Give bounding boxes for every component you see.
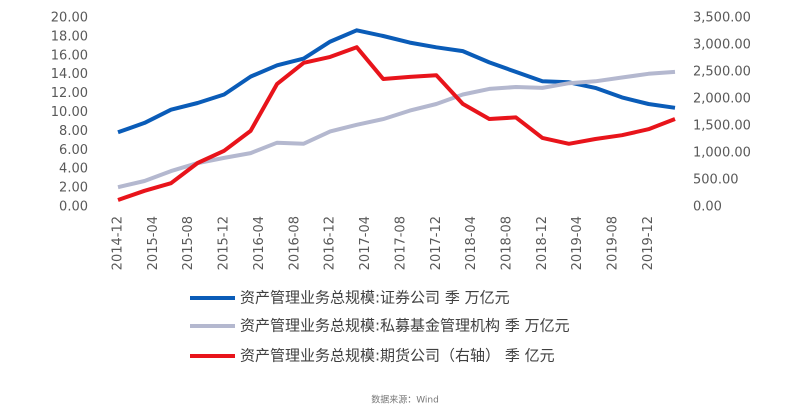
x-tick-label: 2018-04 [464, 216, 479, 270]
x-tick-label: 2017-12 [429, 216, 444, 270]
x-tick-label: 2015-04 [146, 216, 161, 270]
y-tick-label: 12.00 [51, 86, 88, 101]
x-tick-label: 2019-08 [606, 216, 621, 270]
y2-tick-label: 2,000.00 [693, 92, 751, 107]
series-line [117, 28, 676, 135]
x-tick-label: 2015-12 [217, 216, 232, 270]
y2-tick-label: 3,500.00 [693, 11, 751, 26]
y-tick-label: 0.00 [59, 200, 88, 215]
series-line [117, 69, 676, 190]
y-tick-label: 20.00 [51, 11, 88, 26]
legend-label: 资产管理业务总规模:私募基金管理机构 季 万亿元 [240, 317, 570, 335]
x-tick-label: 2019-04 [570, 216, 585, 270]
x-tick-label: 2016-04 [252, 216, 267, 270]
source-note: 数据来源：Wind [371, 394, 439, 406]
x-tick-label: 2016-12 [323, 216, 338, 270]
y-tick-label: 18.00 [51, 29, 88, 44]
y2-tick-label: 3,000.00 [693, 38, 751, 53]
y-tick-label: 10.00 [51, 105, 88, 120]
y-tick-label: 8.00 [59, 124, 88, 139]
x-tick-label: 2018-08 [500, 216, 515, 270]
x-tick-label: 2015-08 [181, 216, 196, 270]
y-tick-label: 16.00 [51, 48, 88, 63]
x-tick-label: 2017-04 [358, 216, 373, 270]
y2-tick-label: 1,000.00 [693, 146, 751, 161]
legend-label: 资产管理业务总规模:期货公司（右轴） 季 亿元 [240, 347, 555, 365]
x-tick-label: 2019-12 [641, 216, 656, 270]
y2-tick-label: 0.00 [693, 200, 722, 215]
y2-tick-label: 2,500.00 [693, 65, 751, 80]
x-tick-label: 2014-12 [111, 216, 126, 270]
y-tick-label: 4.00 [59, 162, 88, 177]
y2-tick-label: 1,500.00 [693, 119, 751, 134]
y-tick-label: 6.00 [59, 143, 88, 158]
y-tick-label: 2.00 [59, 181, 88, 196]
x-tick-label: 2016-08 [287, 216, 302, 270]
y-tick-label: 14.00 [51, 67, 88, 82]
legend-label: 资产管理业务总规模:证券公司 季 万亿元 [240, 289, 510, 307]
x-tick-label: 2018-12 [535, 216, 550, 270]
series-line [117, 45, 676, 202]
y2-tick-label: 500.00 [693, 173, 739, 188]
x-tick-label: 2017-08 [393, 216, 408, 270]
